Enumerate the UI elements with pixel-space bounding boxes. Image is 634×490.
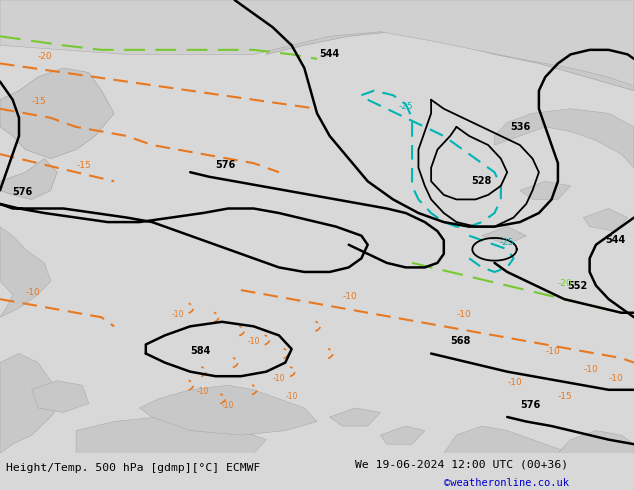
Text: 552: 552 <box>567 281 587 291</box>
Text: -10: -10 <box>247 338 260 346</box>
Polygon shape <box>266 0 634 91</box>
Polygon shape <box>482 226 526 245</box>
Polygon shape <box>32 381 89 413</box>
Text: 568: 568 <box>450 337 470 346</box>
Text: -20: -20 <box>37 52 52 61</box>
Text: -10: -10 <box>285 392 298 401</box>
Text: Height/Temp. 500 hPa [gdmp][°C] ECMWF: Height/Temp. 500 hPa [gdmp][°C] ECMWF <box>6 463 261 473</box>
Text: -10: -10 <box>273 374 285 383</box>
Text: 544: 544 <box>605 235 625 245</box>
Text: -10: -10 <box>609 374 623 383</box>
Text: -15: -15 <box>32 97 46 106</box>
Text: 576: 576 <box>520 400 540 410</box>
Text: -10: -10 <box>197 387 209 396</box>
Polygon shape <box>0 68 114 159</box>
Polygon shape <box>330 408 380 426</box>
Polygon shape <box>380 426 425 444</box>
Text: -25: -25 <box>500 238 515 247</box>
Text: 536: 536 <box>510 122 530 132</box>
Text: -10: -10 <box>25 288 40 296</box>
Polygon shape <box>0 354 63 453</box>
Polygon shape <box>495 109 634 168</box>
Text: 576: 576 <box>13 187 33 197</box>
Polygon shape <box>444 426 571 453</box>
Text: ©weatheronline.co.uk: ©weatheronline.co.uk <box>444 478 569 489</box>
Text: -25: -25 <box>398 102 413 111</box>
Text: -10: -10 <box>583 365 598 374</box>
Text: -10: -10 <box>545 346 560 356</box>
Polygon shape <box>558 431 634 453</box>
Text: -15: -15 <box>76 161 91 170</box>
Text: -10: -10 <box>222 401 235 410</box>
Text: -10: -10 <box>342 292 357 301</box>
Text: 584: 584 <box>190 345 210 356</box>
Polygon shape <box>520 181 571 199</box>
Polygon shape <box>0 159 57 199</box>
Text: 528: 528 <box>472 176 492 186</box>
Text: 544: 544 <box>320 49 340 59</box>
Polygon shape <box>0 226 51 318</box>
Text: -10: -10 <box>456 310 471 319</box>
Text: -15: -15 <box>558 392 573 401</box>
Polygon shape <box>583 209 628 231</box>
Polygon shape <box>0 0 634 27</box>
Text: -10: -10 <box>507 378 522 387</box>
Polygon shape <box>139 385 317 435</box>
Text: -10: -10 <box>171 310 184 319</box>
Polygon shape <box>0 0 634 86</box>
Text: -20: -20 <box>558 278 573 288</box>
Text: 576: 576 <box>216 160 236 170</box>
Polygon shape <box>76 417 266 453</box>
Text: We 19-06-2024 12:00 UTC (00+36): We 19-06-2024 12:00 UTC (00+36) <box>355 459 568 469</box>
